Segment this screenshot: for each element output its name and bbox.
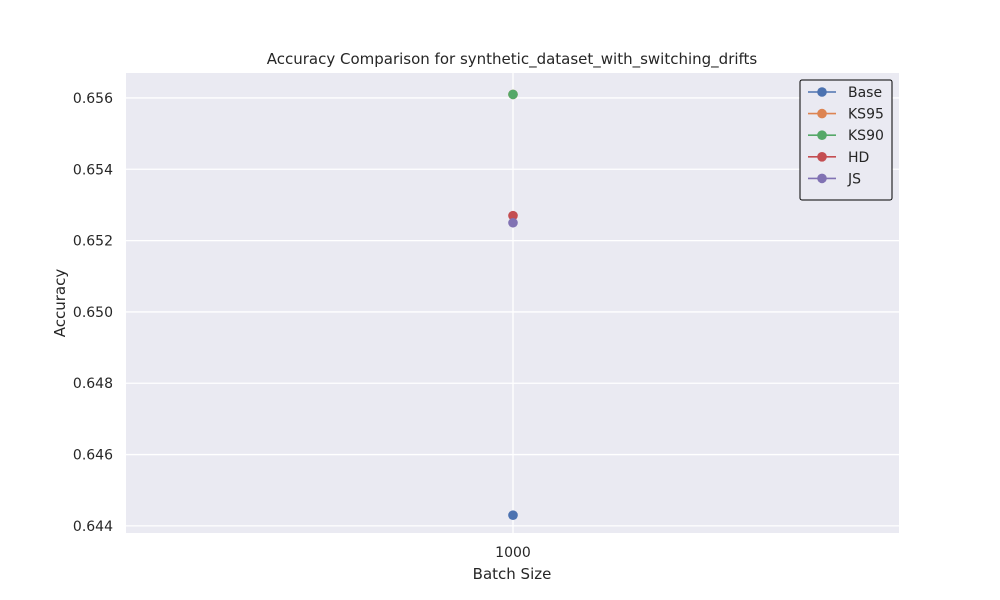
data-point-ks90	[508, 89, 518, 100]
y-tick-label: 0.650	[73, 305, 113, 321]
y-axis-label: Accuracy	[51, 269, 69, 338]
legend: Base KS95 KS90 HD JS	[799, 79, 893, 201]
data-points	[508, 89, 518, 520]
legend-marker-ks90	[817, 130, 827, 140]
chart-title: Accuracy Comparison for synthetic_datase…	[267, 50, 758, 69]
y-tick-label: 0.648	[73, 376, 113, 392]
x-tick-label: 1000	[495, 545, 531, 561]
y-tick-label: 0.654	[73, 162, 113, 178]
legend-label-js: JS	[847, 171, 861, 187]
legend-marker-base	[817, 87, 827, 97]
y-tick-label: 0.652	[73, 234, 113, 250]
y-tick-labels: 0.644 0.646 0.648 0.650 0.652 0.654 0.656	[73, 91, 113, 535]
x-tick-labels: 1000	[495, 545, 531, 561]
y-tick-label: 0.644	[73, 519, 113, 535]
legend-label-base: Base	[848, 85, 882, 101]
y-tick-label: 0.656	[73, 91, 113, 107]
legend-label-hd: HD	[848, 150, 869, 166]
legend-label-ks95: KS95	[848, 107, 884, 123]
data-point-base	[508, 510, 518, 520]
legend-marker-js	[817, 173, 827, 184]
x-axis-label: Batch Size	[473, 565, 552, 583]
data-point-js	[508, 217, 518, 228]
y-tick-label: 0.646	[73, 448, 113, 464]
data-point-hd	[508, 210, 518, 221]
legend-label-ks90: KS90	[848, 128, 884, 144]
legend-marker-hd	[817, 152, 827, 162]
legend-marker-ks95	[817, 108, 827, 119]
grid-lines	[126, 73, 899, 533]
